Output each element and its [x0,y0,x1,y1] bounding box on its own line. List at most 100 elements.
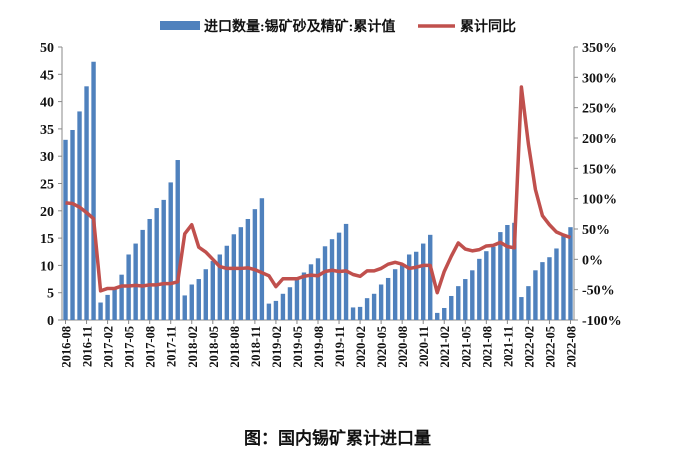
x-tick-label: 2019-02 [270,326,284,368]
bar [280,293,286,320]
bar [568,227,573,320]
bar [91,61,96,320]
x-tick-label: 2016-11 [81,326,95,367]
legend-bar-swatch [160,21,200,30]
bar [147,218,152,320]
x-tick-label: 2017-11 [165,326,179,367]
bar [554,248,559,320]
right-tick-label: 100% [582,193,617,208]
bar [315,258,321,320]
bar [561,235,566,320]
left-tick-label: 25 [40,178,54,193]
bar [456,286,461,320]
x-tick-label: 2017-02 [102,326,116,368]
bar [533,270,538,320]
left-tick-label: 40 [40,96,54,111]
x-tick-label: 2021-05 [459,326,473,368]
right-tick-label: 50% [582,223,610,238]
bar [392,269,398,320]
bar [133,243,138,320]
bar [84,86,89,320]
x-tick-label: 2019-08 [312,326,326,368]
bar [505,224,510,320]
bar [526,286,531,320]
bar [196,279,201,320]
bar [435,312,440,320]
bar [112,287,117,320]
bar [357,306,363,320]
x-tick-label: 2017-08 [144,326,158,368]
x-tick-label: 2018-08 [228,326,242,368]
x-tick-label: 2021-08 [480,326,494,368]
right-tick-label: 200% [582,132,617,147]
bar [463,279,468,320]
bar [189,284,194,320]
bar [371,293,377,320]
chart: 0 5 10 15 20 25 30 35 40 45 50 -100% -50% 0% 50% 100% 15… [40,18,622,368]
bar [428,234,433,320]
bar [287,287,293,320]
bar [449,295,454,320]
bar [77,111,82,320]
bar [259,198,265,320]
bar [519,297,524,320]
bar [105,294,110,320]
bar [399,263,405,320]
x-tick-label: 2022-05 [543,326,557,368]
left-tick-label: 15 [40,232,54,247]
x-tick-label: 2020-02 [354,326,368,368]
bar [308,264,314,320]
x-tick-label: 2018-02 [186,326,200,368]
x-tick-label: 2019-11 [333,326,347,367]
bar [547,257,552,320]
bar [154,208,159,320]
bar [413,251,419,320]
bar [175,160,180,320]
x-tick-label: 2018-11 [249,326,263,367]
left-tick-label: 45 [40,68,54,83]
bar [442,307,447,320]
left-tick-label: 5 [47,287,54,302]
bar [182,295,187,320]
bar [378,284,384,320]
bar [484,251,489,320]
left-tick-label: 30 [40,150,54,165]
x-tick-label: 2021-11 [501,326,515,367]
bar [217,254,223,320]
x-tick-label: 2019-05 [291,326,305,368]
bar [421,243,426,320]
x-tick-label: 2020-05 [375,326,389,368]
bar [322,246,328,320]
bar [273,300,279,320]
bar [70,129,75,320]
bar [168,182,173,320]
bar [63,139,68,320]
bar [512,222,517,320]
bar [336,232,342,320]
bar [231,234,237,320]
right-tick-label: 300% [582,71,617,86]
bar [238,227,244,320]
bar [266,303,272,320]
bar [252,209,258,320]
bar [98,302,103,320]
x-tick-label: 2020-11 [417,326,431,367]
bar [210,261,215,320]
bar [498,232,503,320]
x-tick-label: 2018-05 [207,326,221,368]
x-tick-label: 2021-02 [438,326,452,368]
x-tick-label: 2020-08 [396,326,410,368]
bar [329,239,335,320]
right-tick-label: -50% [582,284,615,299]
bar [540,262,545,320]
x-tick-label: 2022-08 [564,326,578,368]
figure-caption: 图：国内锡矿累计进口量 [244,429,431,449]
right-tick-label: 250% [582,102,617,117]
left-tick-label: 20 [40,205,54,220]
bar [224,245,230,320]
right-tick-label: 350% [582,41,617,56]
bar [364,298,370,320]
right-tick-label: -100% [582,314,622,329]
x-tick-label: 2016-08 [60,326,74,368]
